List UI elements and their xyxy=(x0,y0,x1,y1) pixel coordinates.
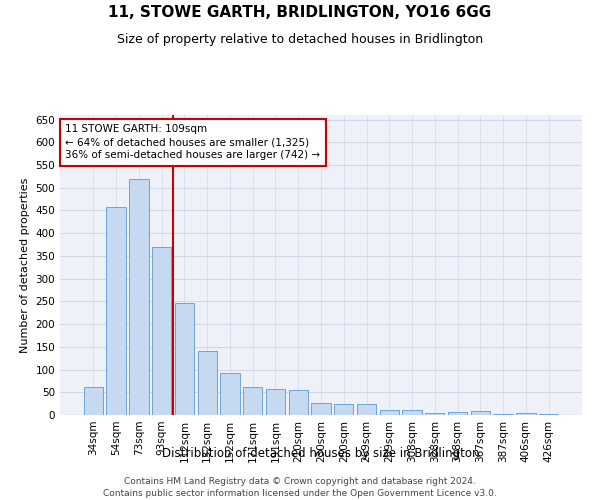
Y-axis label: Number of detached properties: Number of detached properties xyxy=(20,178,30,352)
Bar xyxy=(539,414,558,415)
Bar xyxy=(175,302,194,415)
Bar xyxy=(289,390,308,415)
Bar xyxy=(129,178,149,415)
Bar xyxy=(425,412,445,415)
Bar xyxy=(311,402,331,415)
Bar xyxy=(493,414,513,415)
Text: Contains HM Land Registry data © Crown copyright and database right 2024.
Contai: Contains HM Land Registry data © Crown c… xyxy=(103,476,497,498)
Bar xyxy=(220,372,239,415)
Text: Distribution of detached houses by size in Bridlington: Distribution of detached houses by size … xyxy=(162,448,480,460)
Bar xyxy=(357,404,376,415)
Bar xyxy=(516,413,536,415)
Text: Size of property relative to detached houses in Bridlington: Size of property relative to detached ho… xyxy=(117,32,483,46)
Text: 11 STOWE GARTH: 109sqm
← 64% of detached houses are smaller (1,325)
36% of semi-: 11 STOWE GARTH: 109sqm ← 64% of detached… xyxy=(65,124,320,160)
Bar xyxy=(470,412,490,415)
Bar xyxy=(266,388,285,415)
Bar xyxy=(197,352,217,415)
Bar xyxy=(334,404,353,415)
Bar xyxy=(448,412,467,415)
Text: 11, STOWE GARTH, BRIDLINGTON, YO16 6GG: 11, STOWE GARTH, BRIDLINGTON, YO16 6GG xyxy=(109,5,491,20)
Bar xyxy=(380,410,399,415)
Bar xyxy=(403,410,422,415)
Bar xyxy=(243,387,262,415)
Bar xyxy=(106,207,126,415)
Bar xyxy=(84,387,103,415)
Bar xyxy=(152,247,172,415)
